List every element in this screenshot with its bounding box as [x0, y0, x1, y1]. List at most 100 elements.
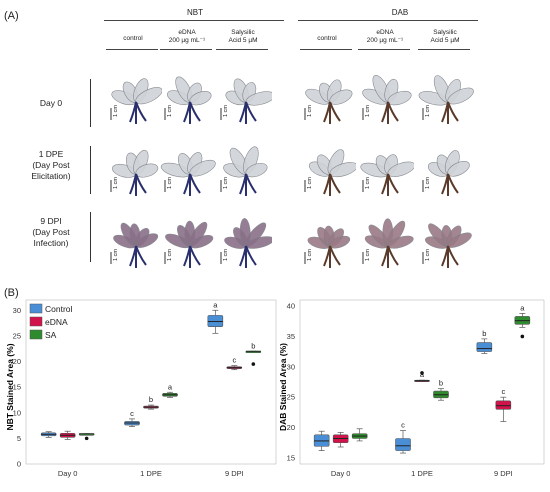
legend-label-edna: eDNA — [45, 317, 68, 327]
significance-letter: b — [482, 329, 486, 338]
x-tick-label: 1 DPE — [140, 469, 162, 478]
plant-photo-nbt-r0-c1: 1 cm — [160, 58, 216, 128]
plot-frame — [299, 299, 545, 465]
root-stem-shape — [129, 173, 147, 196]
column-underline-nbt-1 — [160, 49, 212, 50]
row-label-1dpe: 1 DPE (Day Post Elicitation) — [31, 149, 71, 181]
plant-photo-nbt-r2-c2: 1 cm — [216, 202, 272, 272]
outlier-point — [520, 334, 525, 339]
y-tick-label: 30 — [287, 362, 295, 371]
root-stem-shape — [441, 173, 459, 196]
root-stem-shape — [239, 101, 257, 124]
y-tick-label: 5 — [17, 434, 21, 443]
row-bar-1dpe — [90, 146, 91, 194]
scale-label: 1 cm — [425, 177, 431, 189]
scale-label: 1 cm — [223, 249, 229, 261]
significance-letter: a — [520, 303, 525, 312]
x-tick-label: 9 DPI — [225, 469, 244, 478]
column-header-dab-2: Salysilic Acid 5 µM — [430, 29, 460, 44]
legend-label-control: Control — [45, 304, 73, 314]
root-stem-shape — [381, 245, 399, 268]
column-header-nbt-1: eDNA 200 µg mL⁻¹ — [168, 29, 206, 44]
group-title-dab: DAB — [391, 8, 409, 17]
scale-label: 1 cm — [307, 249, 313, 261]
y-tick-label: 20 — [13, 357, 21, 366]
root-stem-shape — [183, 245, 201, 268]
column-header-dab-0: control — [317, 35, 337, 42]
root-stem-shape — [239, 245, 257, 268]
root-stem-shape — [323, 173, 341, 196]
root-stem-shape — [323, 101, 341, 124]
significance-letter: a — [213, 300, 218, 309]
charts-svg: NBT Stained Area (%) DAB Stained Area (%… — [5, 299, 545, 478]
nbt-chart: 0 5 10 15 20 25 30 Day 0 1 DPE 9 DPI c a b c a b Control… — [13, 299, 277, 478]
dab-chart: 15 20 25 30 35 40 Day 0 1 DPE 9 DPI c b a c b a — [287, 299, 545, 478]
scale-label: 1 cm — [223, 105, 229, 117]
scale-label: 1 cm — [365, 105, 371, 117]
scale-label: 1 cm — [425, 105, 431, 117]
significance-letter: a — [168, 382, 173, 391]
root-stem-shape — [183, 173, 201, 196]
significance-letter: c — [401, 421, 405, 430]
scale-label: 1 cm — [113, 105, 119, 117]
box-edna — [495, 400, 512, 410]
y-tick-label: 15 — [287, 453, 295, 462]
scale-label: 1 cm — [307, 105, 313, 117]
root-stem-shape — [129, 245, 147, 268]
significance-letter: c — [130, 409, 134, 418]
y-tick-label: 25 — [13, 331, 21, 340]
root-stem-shape — [441, 245, 459, 268]
plant-photo-nbt-r2-c0: 1 cm — [106, 202, 162, 272]
plant-photo-dab-r1-c2: 1 cm — [418, 130, 474, 200]
plant-photo-nbt-r1-c1: 1 cm — [160, 130, 216, 200]
significance-letter: c — [232, 356, 236, 365]
root-stem-shape — [323, 245, 341, 268]
y-tick-label: 20 — [287, 423, 295, 432]
plant-photo-dab-r2-c2: 1 cm — [418, 202, 474, 272]
significance-letter: b — [251, 341, 255, 350]
legend-label-sa: SA — [45, 330, 57, 340]
row-bar-9dpi — [90, 212, 91, 262]
scale-label: 1 cm — [365, 249, 371, 261]
legend-swatch-edna — [29, 316, 43, 327]
y-tick-label: 15 — [13, 383, 21, 392]
nbt-ylabel: NBT Stained Area (%) — [5, 343, 15, 430]
plant-photo-dab-r1-c0: 1 cm — [300, 130, 356, 200]
column-underline-nbt-2 — [216, 49, 268, 50]
plot-frame — [25, 299, 277, 465]
root-stem-shape — [183, 101, 201, 124]
plant-photo-nbt-r1-c0: 1 cm — [106, 130, 162, 200]
column-underline-dab-1 — [358, 49, 410, 50]
scale-label: 1 cm — [167, 249, 173, 261]
outlier-point — [84, 436, 89, 441]
column-underline-dab-0 — [300, 49, 352, 50]
y-tick-label: 30 — [13, 306, 21, 315]
plant-photo-dab-r0-c1: 1 cm — [358, 58, 414, 128]
box-control — [395, 438, 411, 451]
group-underline-dab — [298, 20, 478, 21]
plant-photo-nbt-r2-c1: 1 cm — [160, 202, 216, 272]
scale-label: 1 cm — [223, 177, 229, 189]
scale-label: 1 cm — [167, 177, 173, 189]
significance-letter: b — [439, 379, 443, 388]
x-tick-label: Day 0 — [331, 469, 351, 478]
column-underline-nbt-0 — [106, 49, 158, 50]
y-tick-label: 25 — [287, 393, 295, 402]
significance-letter: b — [149, 395, 153, 404]
plant-photo-nbt-r0-c2: 1 cm — [216, 58, 272, 128]
y-tick-label: 35 — [287, 332, 295, 341]
root-stem-shape — [381, 101, 399, 124]
dab-ylabel: DAB Stained Area (%) — [278, 343, 288, 431]
column-header-dab-1: eDNA 200 µg mL⁻¹ — [366, 29, 404, 44]
group-title-nbt: NBT — [187, 8, 203, 17]
plant-photo-dab-r0-c0: 1 cm — [300, 58, 356, 128]
root-stem-shape — [239, 173, 257, 196]
plant-photo-dab-r2-c0: 1 cm — [300, 202, 356, 272]
outlier-point — [420, 371, 424, 375]
row-label-9dpi: 9 DPI (Day Post Infection) — [32, 216, 70, 248]
plant-photo-dab-r1-c1: 1 cm — [358, 130, 414, 200]
panel-a-label: (A) — [4, 10, 19, 22]
plant-photo-dab-r0-c2: 1 cm — [418, 58, 474, 128]
plant-photo-nbt-r0-c0: 1 cm — [106, 58, 162, 128]
scale-label: 1 cm — [425, 249, 431, 261]
